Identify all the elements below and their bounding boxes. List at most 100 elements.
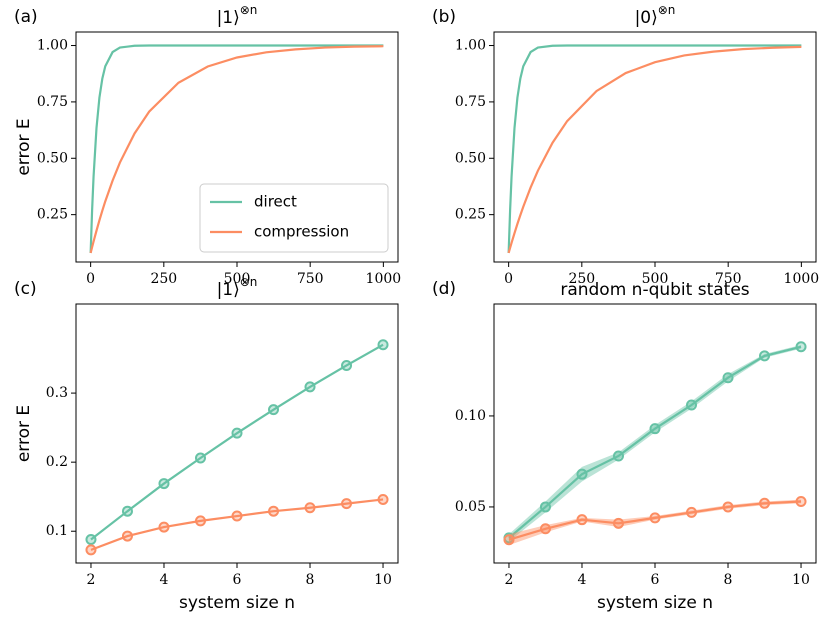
axes-frame xyxy=(75,31,399,263)
x-tick-label: 6 xyxy=(233,572,242,588)
marker xyxy=(268,404,280,416)
marker xyxy=(85,534,97,546)
series-line xyxy=(90,498,384,551)
y-tick-label: 0.75 xyxy=(37,94,68,110)
x-tick-label: 10 xyxy=(792,572,810,588)
panel-label: (a) xyxy=(14,7,38,27)
x-tick-label: 250 xyxy=(568,271,595,287)
y-tick-label: 0.25 xyxy=(455,207,486,223)
axes-frame xyxy=(493,31,817,263)
x-tick-label: 6 xyxy=(651,572,660,588)
series-line xyxy=(507,45,802,254)
marker xyxy=(722,501,734,513)
marker xyxy=(686,399,698,411)
x-tick-label: 0 xyxy=(504,271,513,287)
marker xyxy=(722,372,734,384)
marker xyxy=(231,427,243,439)
title-text: |0⟩ xyxy=(635,8,658,28)
marker xyxy=(649,423,661,435)
marker xyxy=(795,495,807,507)
marker xyxy=(612,450,624,462)
marker xyxy=(576,468,588,480)
y-tick-label: 0.50 xyxy=(37,150,68,166)
marker xyxy=(194,515,206,527)
y-tick-label: 0.3 xyxy=(46,385,68,401)
marker xyxy=(121,505,133,517)
chart-title: |0⟩⊗n xyxy=(635,3,676,29)
legend-label: compression xyxy=(254,223,349,241)
x-tick-label: 0 xyxy=(86,271,95,287)
series-line xyxy=(507,44,802,254)
title-superscript: ⊗n xyxy=(658,3,676,17)
marker xyxy=(304,502,316,514)
x-tick-label: 500 xyxy=(642,271,669,287)
subplot: 2 4 6 8 10 0.1 0.2 0.3 (c) |1⟩⊗n error E system siz… xyxy=(14,275,399,613)
title-text: |1⟩ xyxy=(217,280,240,300)
x-tick-label: 8 xyxy=(724,572,733,588)
marker xyxy=(649,512,661,524)
chart-title: random n-qubit states xyxy=(560,280,749,300)
series-line xyxy=(89,44,384,254)
panel-label: (d) xyxy=(432,279,456,299)
marker xyxy=(795,341,807,353)
x-tick-label: 4 xyxy=(160,572,169,588)
error-band xyxy=(508,344,802,542)
y-axis-label: error E xyxy=(14,405,34,462)
series-line xyxy=(90,343,384,541)
marker xyxy=(85,544,97,556)
legend-box xyxy=(199,183,389,253)
x-tick-label: 750 xyxy=(297,271,324,287)
marker xyxy=(341,498,353,510)
y-tick-label: 0.1 xyxy=(46,523,68,539)
axes-frame xyxy=(493,303,817,564)
title-text: random n-qubit states xyxy=(560,280,749,300)
title-superscript: ⊗n xyxy=(240,275,258,289)
x-tick-label: 1000 xyxy=(784,271,820,287)
marker xyxy=(539,501,551,513)
x-tick-label: 500 xyxy=(224,271,251,287)
marker xyxy=(539,523,551,535)
marker xyxy=(341,359,353,371)
marker xyxy=(194,452,206,464)
x-tick-label: 8 xyxy=(306,572,315,588)
marker xyxy=(268,505,280,517)
y-tick-label: 0.10 xyxy=(455,408,486,424)
x-tick-label: 2 xyxy=(505,572,514,588)
x-tick-label: 4 xyxy=(578,572,587,588)
marker xyxy=(158,478,170,490)
marker xyxy=(304,381,316,393)
y-axis-label: error E xyxy=(14,118,34,175)
legend-label: direct xyxy=(254,193,297,211)
panel-label: (b) xyxy=(432,7,456,27)
series-line xyxy=(508,500,802,541)
marker xyxy=(158,521,170,533)
marker xyxy=(686,506,698,518)
series-line xyxy=(89,45,384,254)
chart-title: |1⟩⊗n xyxy=(217,275,258,301)
subplot: 0 250 500 750 1000 0.25 0.50 0.75 1.00 (b) |0⟩⊗n xyxy=(432,3,819,288)
x-tick-label: 250 xyxy=(150,271,177,287)
axes-frame xyxy=(75,303,399,564)
marker xyxy=(231,510,243,522)
marker xyxy=(612,517,624,529)
y-tick-label: 0.75 xyxy=(455,94,486,110)
x-tick-label: 2 xyxy=(87,572,96,588)
subplot: 2 4 6 8 10 0.05 0.10 (d) random n-qubit states sy… xyxy=(432,279,817,613)
y-tick-label: 0.05 xyxy=(455,499,486,515)
x-axis-label: system size n xyxy=(597,593,713,613)
title-text: |1⟩ xyxy=(217,8,240,28)
marker xyxy=(576,514,588,526)
x-tick-label: 10 xyxy=(374,572,392,588)
x-axis-label: system size n xyxy=(179,593,295,613)
marker xyxy=(503,534,515,546)
marker xyxy=(377,493,389,505)
marker xyxy=(121,530,133,542)
y-tick-label: 1.00 xyxy=(455,38,486,54)
chart-title: |1⟩⊗n xyxy=(217,3,258,29)
panel-label: (c) xyxy=(14,279,37,299)
x-tick-label: 1000 xyxy=(366,271,402,287)
series-line xyxy=(508,345,802,539)
x-tick-label: 750 xyxy=(715,271,742,287)
